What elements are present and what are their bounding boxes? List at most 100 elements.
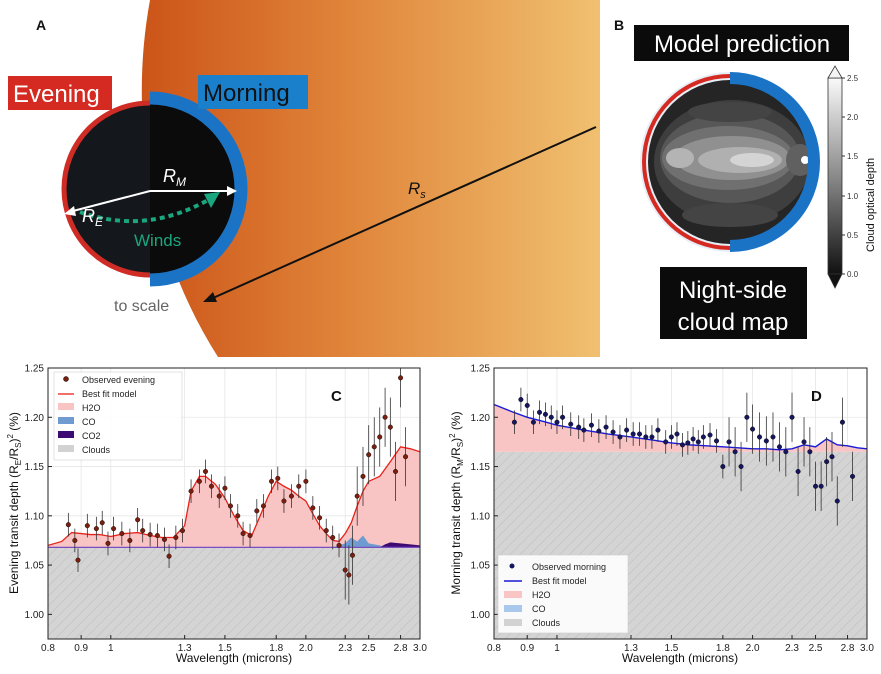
x-tick-label: 2.5 (809, 643, 823, 654)
x-tick-label: 1.5 (218, 643, 232, 654)
rs-label: Rs (408, 179, 426, 201)
night-side-label-2: cloud map (678, 309, 789, 336)
winds-arrowhead-icon (204, 192, 220, 208)
rm-arrowhead-icon (227, 186, 237, 196)
colorbar-ticks: 2.5 2.0 1.5 1.0 0.5 0.0 (842, 74, 859, 279)
data-point (119, 531, 125, 537)
data-point (813, 483, 819, 489)
legend-label: Observed morning (532, 562, 606, 572)
data-point (649, 434, 655, 440)
data-point (726, 439, 732, 445)
morning-limb-arc (149, 91, 248, 287)
data-point (93, 526, 99, 532)
x-tick-label: 2.0 (299, 643, 313, 654)
data-point (763, 438, 769, 444)
data-point (65, 522, 71, 528)
data-point (161, 536, 167, 542)
panel-letter-b: B (614, 17, 624, 33)
data-point (511, 419, 517, 425)
clouds-area (48, 547, 420, 639)
plot-frame (493, 367, 868, 640)
x-tick-label: 1.5 (664, 643, 678, 654)
data-point (596, 428, 602, 434)
data-point (576, 424, 582, 430)
colorbar-bottom-arrow-icon (827, 273, 843, 289)
data-point (679, 442, 685, 448)
panel-a: A RM RE Winds Rs Evening Morning to scal… (0, 0, 600, 357)
data-point (377, 434, 383, 440)
data-point (750, 426, 756, 432)
data-point (296, 483, 302, 489)
evening-limb-arc (61, 100, 151, 278)
data-point (801, 439, 807, 445)
data-point (685, 440, 691, 446)
data-point (834, 498, 840, 504)
rs-arrowhead-icon (203, 292, 217, 302)
panel-letter-d: D (811, 388, 822, 405)
legend-label: Best fit model (82, 389, 137, 399)
evening-label: Evening (13, 81, 100, 108)
cbar-tick-label: 0.5 (847, 231, 859, 240)
data-point (757, 434, 763, 440)
data-point (227, 503, 233, 509)
data-point (330, 534, 336, 540)
data-point (393, 468, 399, 474)
data-point (690, 436, 696, 442)
winds-label: Winds (134, 231, 181, 250)
legend-marker-clouds-icon (504, 619, 522, 626)
x-tick-label: 1 (108, 643, 114, 654)
data-point (720, 464, 726, 470)
data-point (795, 468, 801, 474)
scale-note: to scale (114, 298, 169, 315)
y-tick-label: 1.15 (471, 462, 491, 473)
data-point (630, 431, 636, 437)
data-point (179, 528, 185, 534)
data-point (695, 439, 701, 445)
data-point (317, 515, 323, 521)
x-tick-label: 0.9 (74, 643, 88, 654)
data-point (360, 473, 366, 479)
panel-b-figure: B Model prediction 2.5 2.0 1.5 1.0 0.5 0… (614, 17, 877, 339)
data-point (303, 478, 309, 484)
data-point (560, 414, 566, 420)
planet-evening-half (64, 103, 150, 275)
cbar-tick-label: 0.0 (847, 270, 859, 279)
data-point (288, 493, 294, 499)
data-point (260, 503, 266, 509)
legend-marker-co-icon (504, 605, 522, 612)
data-point (254, 508, 260, 514)
y-tick-label: 1.00 (25, 610, 45, 621)
data-point (398, 375, 404, 381)
panel-d: 0.8 0.9 1 1.3 1.5 1.8 2.0 2.3 2.5 2.8 3.0 1.00 1.05 1… (440, 357, 881, 669)
data-point (281, 498, 287, 504)
legend-marker-observed-icon (63, 376, 69, 382)
data-point (154, 533, 160, 539)
data-point (518, 397, 524, 403)
x-tick-label: 3.0 (860, 643, 874, 654)
cloud-map-morning-arc (729, 72, 820, 252)
cloud-map-evening-arc (642, 74, 731, 250)
data-point (668, 434, 674, 440)
data-point (99, 520, 105, 526)
cbar-tick-label: 2.0 (847, 113, 859, 122)
x-axis-label: Wavelength (microns) (176, 651, 292, 665)
data-point (387, 424, 393, 430)
re-arrow (72, 190, 151, 212)
data-point (203, 468, 209, 474)
y-tick-label: 1.05 (25, 561, 45, 572)
data-point (850, 473, 856, 479)
morning-label-box (198, 75, 308, 109)
panel-b: B Model prediction 2.5 2.0 1.5 1.0 0.5 0… (600, 0, 881, 357)
plot-frame (47, 367, 421, 640)
data-point (371, 444, 377, 450)
legend-label: CO (532, 604, 546, 614)
data-point (235, 513, 241, 519)
data-point (568, 421, 574, 427)
panel-letter-a: A (36, 17, 46, 33)
data-point (700, 434, 706, 440)
colorbar (827, 77, 843, 275)
cloud-map (648, 80, 812, 244)
x-tick-label: 2.5 (362, 643, 376, 654)
night-side-box (660, 267, 807, 339)
re-arrowhead-icon (64, 206, 76, 216)
